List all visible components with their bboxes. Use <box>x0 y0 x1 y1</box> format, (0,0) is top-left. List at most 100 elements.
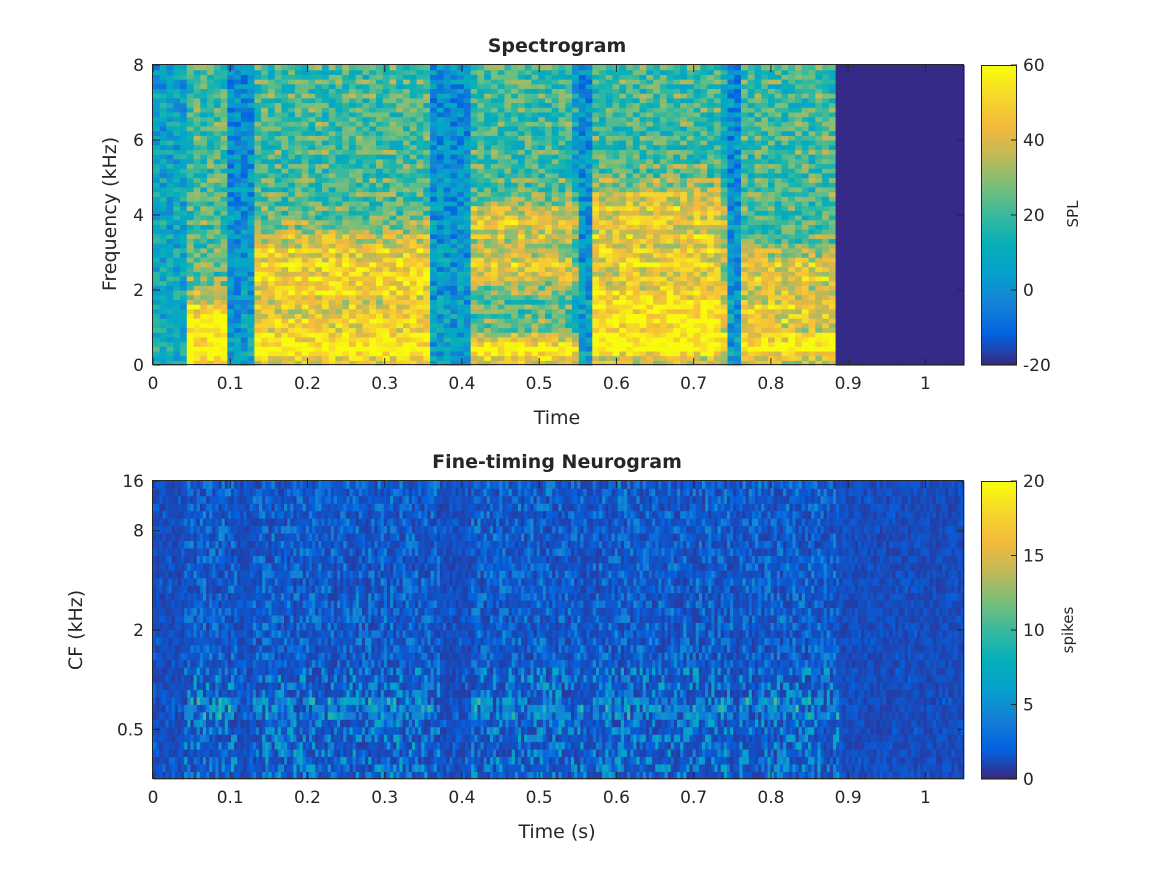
spectrogram-cell <box>213 200 222 207</box>
spectrogram-cell <box>538 252 546 258</box>
spectrogram-cell <box>639 144 647 150</box>
spectrogram-cell <box>470 275 478 282</box>
spectrogram-cell <box>267 332 276 338</box>
spectrogram-cell <box>490 79 499 85</box>
spectrogram-cell <box>389 200 397 207</box>
spectrogram-cell <box>524 224 533 230</box>
spectrogram-cell <box>403 224 411 230</box>
spectrogram-cell <box>173 238 181 244</box>
spectrogram-cell <box>639 88 647 94</box>
spectrogram-cell <box>416 308 424 315</box>
spectrogram-cell <box>619 229 627 235</box>
spectrogram-cell <box>477 154 485 160</box>
spectrogram-cell <box>666 79 674 85</box>
spectrogram-cell <box>173 219 181 225</box>
spectrogram-cell <box>504 215 512 221</box>
spectrogram-cell <box>450 168 458 174</box>
spectrogram-cell <box>369 238 377 244</box>
spectrogram-cell <box>267 294 276 300</box>
spectrogram-cell <box>416 257 424 263</box>
spectrogram-cell <box>659 172 668 179</box>
spectrogram-cell <box>599 102 607 108</box>
spectrogram-cell <box>558 172 566 179</box>
spectrogram-cell <box>450 304 458 310</box>
spectrogram-cell <box>646 102 654 108</box>
spectrogram-cell <box>227 313 235 319</box>
spectrogram-cell <box>531 116 539 122</box>
spectrogram-cell <box>355 172 364 179</box>
spectrogram-cell <box>288 191 296 197</box>
spectrogram-cell <box>484 224 492 230</box>
spectrogram-cell <box>544 69 553 75</box>
spectrogram-cell <box>159 74 168 80</box>
spectrogram-cell <box>490 280 499 286</box>
spectrogram-cell <box>348 97 357 104</box>
spectrogram-cell <box>578 177 587 183</box>
spectrogram-cell <box>261 88 269 94</box>
spectrogram-cell <box>592 182 600 188</box>
spectrogram-cell <box>612 336 620 343</box>
spectrogram-cell <box>544 88 553 94</box>
spectrogram-cell <box>626 238 634 244</box>
spectrogram-cell <box>565 79 573 85</box>
spectrogram-cell <box>490 318 499 324</box>
spectrogram-cell <box>632 275 641 282</box>
spectrogram-cell <box>335 107 343 113</box>
spectrogram-cell <box>348 304 357 310</box>
spectrogram-cell <box>308 154 316 160</box>
spectrogram-cell <box>186 280 195 286</box>
spectrogram-cell <box>423 224 431 230</box>
spectrogram-cell <box>565 97 573 104</box>
spectrogram-cell <box>599 140 607 146</box>
spectrogram-cell <box>220 97 228 104</box>
spectrogram-cell <box>328 327 337 333</box>
spectrogram-cell <box>646 97 654 104</box>
spectrogram-cell <box>497 177 506 183</box>
spectrogram-cell <box>450 210 458 216</box>
spectrogram-cell <box>646 304 654 310</box>
spectrogram-cell <box>592 294 600 300</box>
spectrogram-cell <box>348 257 357 263</box>
spectrogram-cell <box>504 308 512 315</box>
spectrogram-cell <box>443 266 451 272</box>
spectrogram-cell <box>619 168 627 174</box>
spectrogram-cell <box>497 186 506 193</box>
spectrogram-cell <box>396 200 404 207</box>
spectrogram-cell <box>592 285 600 291</box>
spectrogram-cell <box>409 196 418 202</box>
spectrogram-cell <box>403 79 411 85</box>
spectrogram-cell <box>578 238 587 244</box>
spectrogram-cell <box>173 69 181 75</box>
spectrogram-cell <box>592 280 600 286</box>
spectrogram-cell <box>207 69 215 75</box>
spectrogram-cell <box>423 177 431 183</box>
spectrogram-cell <box>153 182 161 188</box>
spectrogram-cell <box>267 285 276 291</box>
spectrogram-cell <box>342 224 350 230</box>
spectrogram-cell <box>504 172 512 179</box>
spectrogram-cell <box>355 224 364 230</box>
spectrogram-cell <box>477 186 485 193</box>
spectrogram-cell <box>517 266 526 272</box>
spectrogram-cell <box>511 191 519 197</box>
spectrogram-cell <box>484 154 492 160</box>
spectrogram-cell <box>497 130 506 136</box>
spectrogram-cell <box>213 322 222 329</box>
spectrogram-cell <box>578 247 587 254</box>
spectrogram-cell <box>213 294 222 300</box>
spectrogram-cell <box>680 360 688 366</box>
spectrogram-cell <box>612 102 620 108</box>
spectrogram-cell <box>389 93 397 99</box>
spectrogram-cell <box>369 346 377 352</box>
spectrogram-cell <box>294 125 303 132</box>
spectrogram-cell <box>592 247 600 254</box>
spectrogram-cell <box>294 116 303 122</box>
spectrogram-cell <box>531 271 539 277</box>
spectrogram-cell <box>612 191 620 197</box>
spectrogram-cell <box>659 247 668 254</box>
spectrogram-cell <box>626 182 634 188</box>
spectrogram-cell <box>504 257 512 263</box>
spectrogram-cell <box>659 191 668 197</box>
spectrogram-cell <box>240 79 249 85</box>
spectrogram-cell <box>653 290 661 296</box>
